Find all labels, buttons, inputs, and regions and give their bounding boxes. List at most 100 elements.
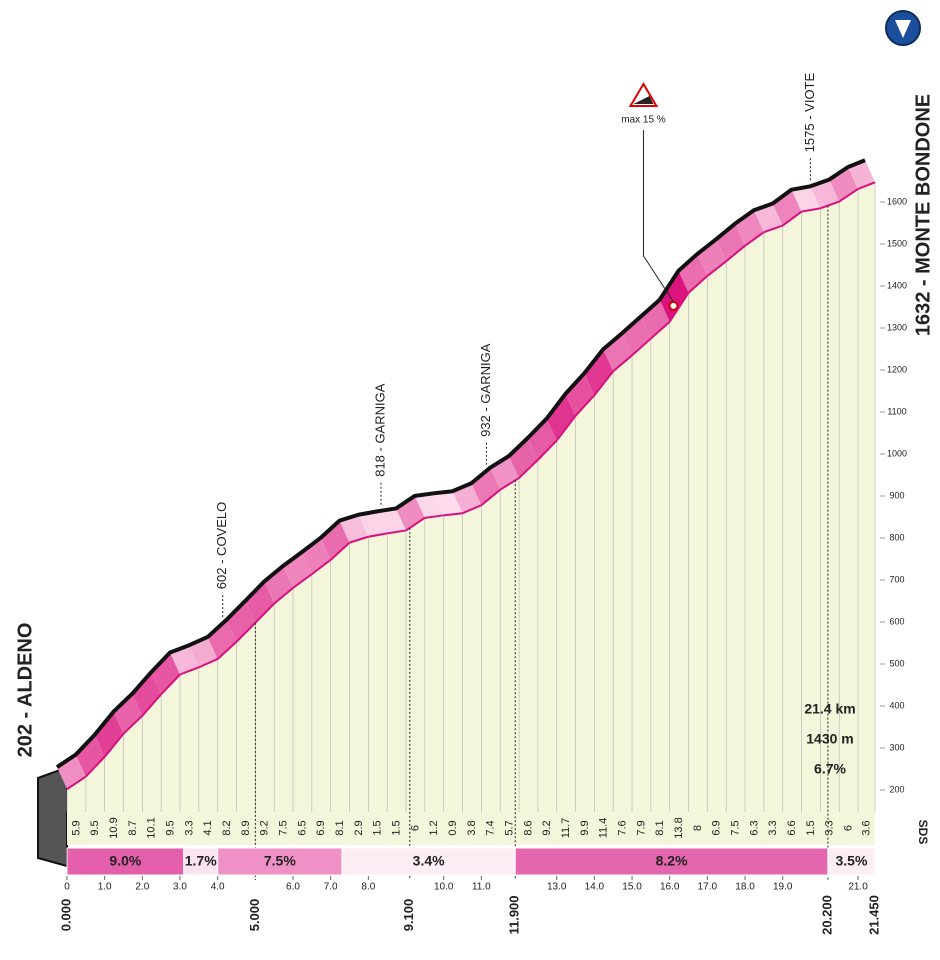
band-edge xyxy=(857,181,876,190)
gradient-band xyxy=(603,333,633,372)
gradient-band xyxy=(546,393,576,441)
gradient-label: 8.1 xyxy=(334,820,346,835)
x-tick-label: 3.0 xyxy=(173,882,187,893)
gradient-band xyxy=(414,493,444,518)
x-tick-label: 18.0 xyxy=(735,882,755,893)
gradient-label: 8.7 xyxy=(127,820,139,835)
gradient-label: 8.6 xyxy=(522,820,534,835)
km-marker-label: 9.100 xyxy=(401,899,416,932)
start-label: 202 - ALDENO xyxy=(14,623,36,758)
gradient-label: 1.2 xyxy=(428,820,440,835)
gradient-label: 0.9 xyxy=(447,820,459,835)
band-edge xyxy=(518,459,539,479)
gradient-band xyxy=(640,299,670,339)
band-edge xyxy=(725,244,746,262)
band-edge xyxy=(443,512,463,517)
summary-line: 21.4 km xyxy=(804,701,855,717)
gradient-band xyxy=(377,508,407,534)
section-bar xyxy=(827,847,876,876)
gradient-band xyxy=(207,619,237,659)
max-gradient-leader xyxy=(642,130,674,303)
y-tick-label: 700 xyxy=(889,574,904,584)
gradient-label: 3.3 xyxy=(183,820,195,835)
band-edge xyxy=(179,666,200,676)
band-edge xyxy=(198,658,219,669)
gradient-label: 7.9 xyxy=(635,820,647,835)
gradient-band xyxy=(320,520,350,560)
gradient-band xyxy=(848,160,875,189)
gradient-label: 5.9 xyxy=(70,820,82,835)
gradient-label: 6.6 xyxy=(786,820,798,835)
gradient-band xyxy=(622,316,651,356)
band-edge xyxy=(668,292,690,323)
section-bar xyxy=(341,847,516,876)
gradient-label: 1.5 xyxy=(805,820,817,835)
x-tick-label: 1.0 xyxy=(98,882,112,893)
km-marker-label: 11.900 xyxy=(507,895,522,934)
x-tick-label: 0 xyxy=(64,882,70,893)
x-tick-label: 2.0 xyxy=(135,882,149,893)
x-tick-label: 8.0 xyxy=(361,882,375,893)
gradient-label: 7.4 xyxy=(485,820,497,835)
gradient-band xyxy=(810,179,840,209)
finish-label: 1632 - MONTE BONDONE xyxy=(912,94,934,336)
band-edge xyxy=(292,573,313,589)
band-edge xyxy=(405,517,426,532)
band-edge xyxy=(555,415,577,442)
y-tick-label: 400 xyxy=(889,700,904,710)
km-marker-label: 21.450 xyxy=(866,895,881,935)
gradient-label: 10.1 xyxy=(146,817,158,838)
y-tick-label: 800 xyxy=(889,532,904,542)
gradient-band xyxy=(433,491,463,516)
ground-area xyxy=(67,182,875,845)
section-label: 3.4% xyxy=(413,853,445,869)
band-edge xyxy=(311,559,332,575)
gradient-label: 9.2 xyxy=(259,820,271,835)
band-edge xyxy=(537,439,558,461)
band-edge xyxy=(801,207,821,213)
gradient-label: 3.3 xyxy=(824,820,836,835)
y-tick-label: 1500 xyxy=(887,238,907,248)
y-tick-label: 500 xyxy=(889,658,904,668)
gradient-band xyxy=(716,223,746,262)
y-tick-label: 300 xyxy=(889,742,904,752)
y-tick-label: 200 xyxy=(889,784,904,794)
gradient-label: 6 xyxy=(409,825,421,831)
gradient-label: 9.5 xyxy=(164,820,176,835)
x-tick-label: 14.0 xyxy=(585,882,605,893)
section-bar xyxy=(514,847,829,876)
waypoint-label: 818 - GARNIGA xyxy=(372,383,387,477)
gradient-label: 6.5 xyxy=(296,820,308,835)
x-tick-label: 16.0 xyxy=(660,882,680,893)
y-tick-label: 1000 xyxy=(887,448,907,458)
band-edge xyxy=(387,529,407,535)
band-edge xyxy=(744,231,765,247)
gradient-label: 6.3 xyxy=(748,820,760,835)
band-edge xyxy=(574,394,596,417)
gradient-label: 13.8 xyxy=(673,817,685,838)
gradient-band xyxy=(678,253,708,293)
waypoint-label: 932 - GARNIGA xyxy=(478,343,493,437)
gradient-band xyxy=(75,734,105,777)
y-tick-label: 1300 xyxy=(887,322,907,332)
gradient-label: 8 xyxy=(692,825,704,831)
summary-line: 1430 m xyxy=(806,731,853,747)
band-edge xyxy=(368,532,388,538)
band-edge xyxy=(820,200,840,210)
waypoint-label: 1575 - VIOTE xyxy=(802,72,817,152)
gradient-label: 3.8 xyxy=(466,820,478,835)
band-edge xyxy=(160,673,181,695)
gradient-band xyxy=(358,511,388,537)
band-edge xyxy=(593,370,614,396)
band-edge xyxy=(141,693,162,717)
gradient-label: 9.2 xyxy=(541,820,553,835)
gradient-label: 8.1 xyxy=(654,820,666,835)
gradient-label: 10.9 xyxy=(108,817,120,838)
gradient-band xyxy=(339,514,369,543)
gradient-label: 11.7 xyxy=(560,818,572,839)
band-edge xyxy=(85,756,106,778)
start-block xyxy=(37,768,68,868)
gradient-band xyxy=(245,581,275,623)
band-edge xyxy=(687,275,709,294)
